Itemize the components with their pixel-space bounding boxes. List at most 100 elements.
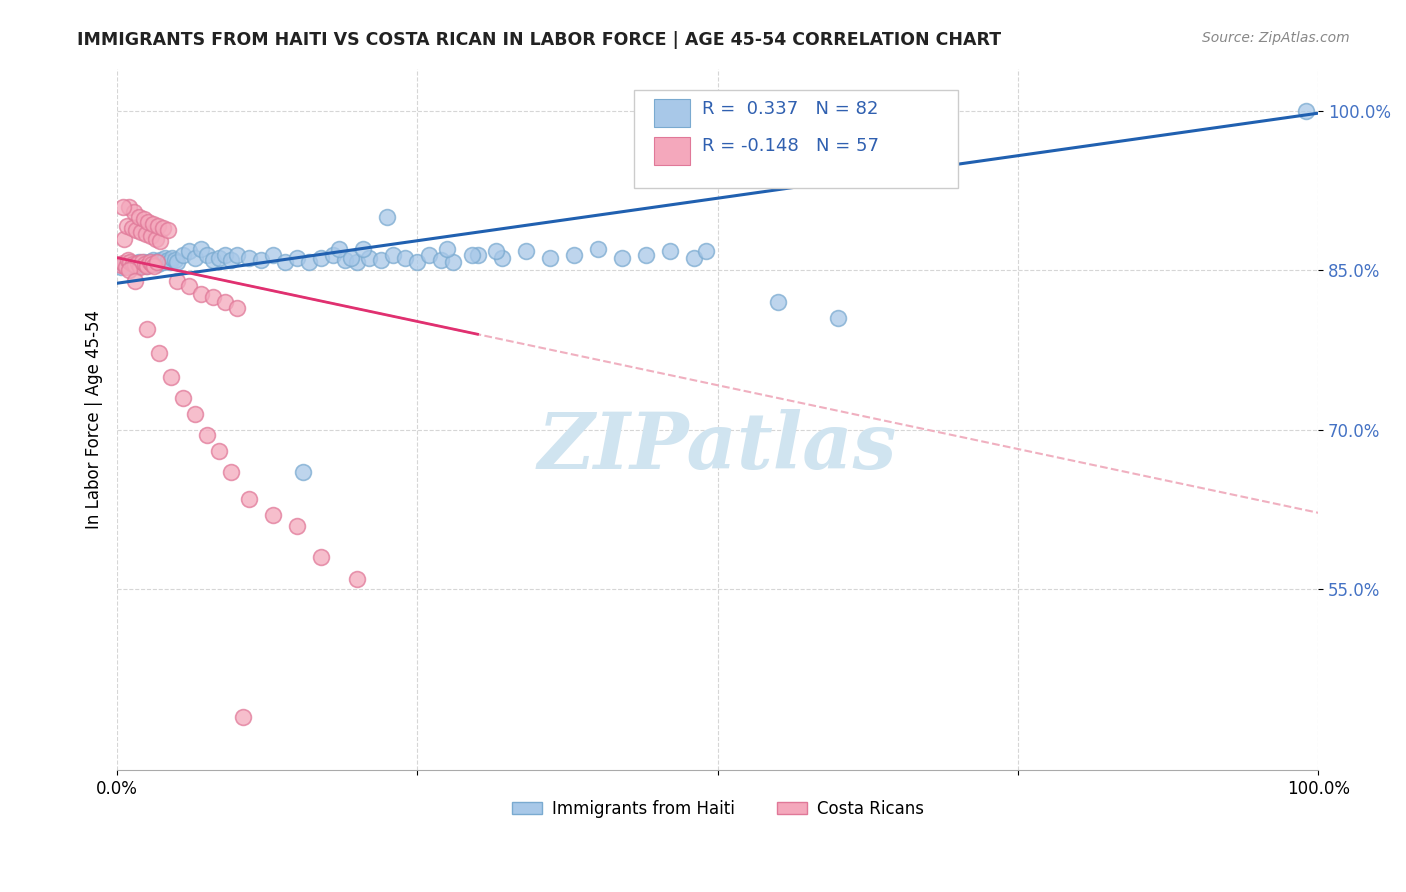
Point (202, 252, 225, 267)
Point (394, 251, 416, 265)
Point (148, 346, 170, 360)
Point (136, 256, 159, 270)
Point (127, 258, 149, 272)
Point (484, 244, 506, 259)
Point (460, 247, 482, 261)
Point (121, 257, 143, 271)
Point (131, 258, 153, 272)
Point (190, 242, 212, 256)
Point (328, 242, 350, 256)
Point (143, 259, 166, 273)
Point (146, 255, 169, 269)
Point (467, 247, 489, 261)
Text: IMMIGRANTS FROM HAITI VS COSTA RICAN IN LABOR FORCE | AGE 45-54 CORRELATION CHAR: IMMIGRANTS FROM HAITI VS COSTA RICAN IN … (77, 31, 1001, 49)
Point (586, 242, 609, 256)
Point (136, 259, 159, 273)
Point (141, 257, 163, 271)
Point (145, 231, 167, 245)
Point (121, 259, 143, 273)
Point (634, 247, 657, 261)
Point (132, 255, 155, 269)
Point (122, 257, 145, 271)
Point (311, 550, 333, 565)
Point (214, 295, 236, 310)
Point (145, 255, 167, 269)
Text: ZIPatlas: ZIPatlas (538, 409, 897, 485)
Point (1295, 103, 1317, 118)
Point (139, 229, 162, 244)
Point (250, 252, 273, 267)
Point (152, 221, 174, 235)
Point (163, 252, 186, 267)
Point (322, 247, 344, 261)
Point (118, 256, 141, 270)
Point (129, 225, 152, 239)
Point (311, 251, 333, 265)
Point (436, 242, 458, 256)
Point (491, 251, 513, 265)
Point (142, 217, 165, 231)
Point (156, 252, 179, 267)
Point (208, 444, 231, 458)
Point (418, 247, 440, 261)
Point (155, 251, 177, 265)
Point (112, 231, 135, 245)
Point (152, 255, 174, 269)
Point (515, 244, 537, 259)
Point (214, 247, 236, 261)
Point (208, 251, 231, 265)
Text: R =  0.337   N = 82: R = 0.337 N = 82 (702, 100, 879, 118)
Point (115, 256, 138, 270)
Point (160, 369, 183, 384)
Point (122, 205, 145, 219)
Point (166, 274, 188, 288)
Point (172, 247, 194, 261)
Point (142, 252, 165, 267)
Y-axis label: In Labor Force | Age 45-54: In Labor Force | Age 45-54 (86, 310, 103, 529)
Point (146, 219, 169, 233)
Point (134, 257, 156, 271)
Point (238, 491, 260, 506)
Point (346, 572, 368, 586)
FancyBboxPatch shape (654, 136, 690, 165)
Point (346, 255, 368, 269)
Point (195, 247, 218, 261)
Point (129, 256, 152, 270)
Point (184, 251, 207, 265)
Point (110, 258, 132, 272)
Point (184, 407, 207, 421)
Point (139, 257, 162, 271)
Point (179, 279, 201, 293)
Point (340, 251, 363, 265)
Point (125, 223, 148, 237)
Point (352, 242, 374, 256)
Point (110, 260, 132, 275)
Point (124, 258, 146, 272)
Text: Source: ZipAtlas.com: Source: ZipAtlas.com (1202, 31, 1350, 45)
FancyBboxPatch shape (634, 89, 957, 188)
Point (285, 251, 308, 265)
Point (129, 260, 152, 275)
Point (136, 322, 159, 336)
Point (112, 200, 135, 214)
Point (262, 247, 284, 261)
Point (131, 255, 153, 269)
Point (121, 221, 143, 235)
Point (226, 247, 249, 261)
Point (827, 311, 849, 326)
Point (443, 255, 465, 269)
Point (128, 211, 150, 225)
Point (695, 244, 717, 259)
Point (298, 255, 321, 269)
Point (370, 252, 392, 267)
Point (118, 200, 141, 214)
Point (159, 255, 181, 269)
Point (125, 256, 148, 270)
Point (232, 710, 254, 724)
Point (335, 252, 357, 267)
Point (359, 251, 381, 265)
Point (138, 255, 160, 269)
FancyBboxPatch shape (654, 99, 690, 127)
Point (226, 301, 249, 315)
Point (135, 227, 157, 242)
